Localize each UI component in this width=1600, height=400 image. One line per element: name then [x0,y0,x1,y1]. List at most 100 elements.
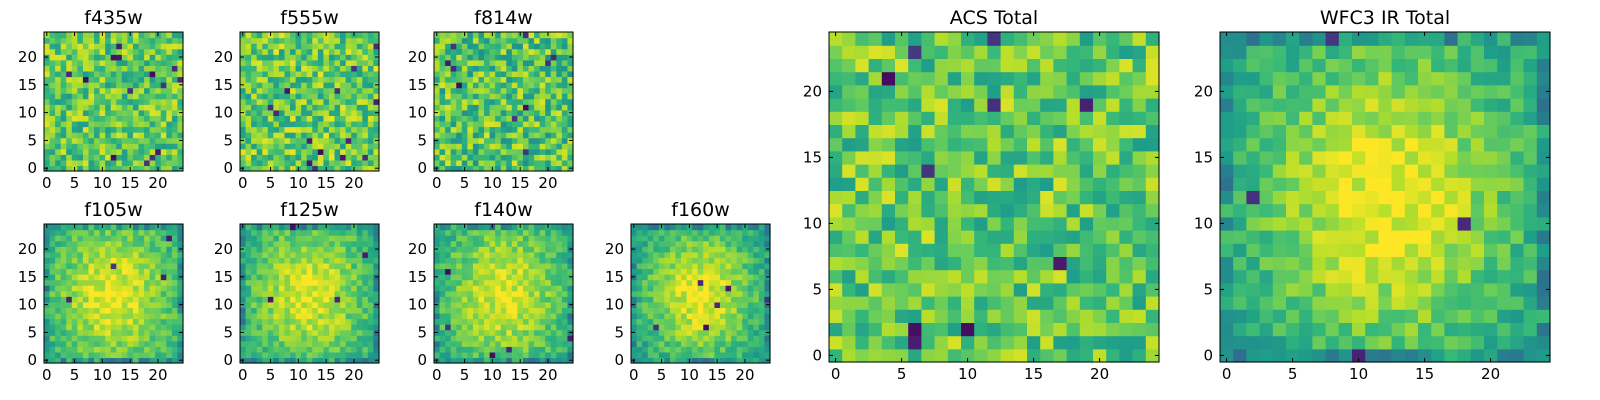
heatmap-cell [99,274,106,281]
heatmap-cell [251,126,258,133]
y-tick-label: 15 [214,76,233,94]
heatmap-cell [351,312,358,320]
heatmap-cell [764,307,771,314]
heatmap-cell [489,340,496,347]
heatmap-cell [506,82,513,89]
heatmap-cell [166,224,173,231]
heatmap-cell [561,76,569,83]
heatmap-cell [561,229,569,236]
heatmap-cell [517,318,524,325]
heatmap-cell [245,87,252,94]
heatmap-cell [714,301,721,308]
heatmap-cell [556,357,563,364]
heatmap-cell [974,190,988,205]
heatmap-cell [334,285,341,292]
heatmap-cell [664,318,671,325]
heatmap-cell [842,243,856,257]
heatmap-cell [642,351,649,359]
heatmap-cell [290,301,297,308]
heatmap-cell [82,262,90,270]
heatmap-cell [1066,335,1081,350]
heatmap-cell [177,279,184,286]
heatmap-cell [132,104,140,111]
heatmap-cell [49,109,56,116]
heatmap-cell [171,70,179,78]
heatmap-cell [731,224,738,231]
heatmap-cell [312,240,319,247]
heatmap-cell [528,224,535,231]
heatmap-cell [1000,164,1015,178]
heatmap-cell [110,224,117,231]
heatmap-cell [116,351,123,359]
heatmap-cell [456,335,463,342]
heatmap-cell [177,76,184,83]
heatmap-cell [461,120,468,128]
heatmap-cell [362,43,369,50]
heatmap-cell [642,268,649,275]
heatmap-cell [675,285,682,292]
heatmap-cell [273,290,280,297]
heatmap-cell [545,335,552,342]
heatmap-cell [550,70,557,78]
heatmap-cell [1053,269,1068,284]
heatmap-cell [66,357,73,364]
heatmap-cell [345,324,352,331]
heatmap-cell [138,257,145,264]
heatmap-cell [71,87,78,94]
heatmap-cell [284,120,291,128]
y-tick-label: 15 [408,76,427,94]
heatmap-cell [522,32,530,39]
heatmap-cell [55,76,62,83]
heatmap-cell [456,246,463,253]
heatmap-cell [1132,256,1147,271]
heatmap-cell [345,37,352,44]
heatmap-cell [367,148,375,155]
heatmap-cell [138,59,145,66]
heatmap-cell [1106,216,1120,231]
heatmap-cell [881,164,896,178]
heatmap-cell [362,37,369,44]
heatmap-cell [373,312,380,320]
heatmap-cell [686,307,693,314]
heatmap-cell [71,235,78,242]
heatmap-cell [467,154,474,161]
heatmap-cell [947,335,962,350]
heatmap-cell [362,357,369,364]
heatmap-cell [77,98,84,105]
heatmap-cell [99,268,106,275]
heatmap-cell [367,76,375,83]
heatmap-cell [121,329,128,336]
heatmap-cell [44,65,51,72]
heatmap-cell [44,48,51,55]
heatmap-cell [506,307,513,314]
heatmap-cell [71,346,78,353]
heatmap-cell [262,346,269,353]
heatmap-cell [171,104,179,111]
heatmap-cell [144,132,151,139]
heatmap-cell [764,335,771,342]
heatmap-cell [478,357,485,364]
heatmap-cell [345,120,352,128]
heatmap-cell [132,93,140,100]
heatmap-cell [373,240,380,247]
heatmap-cell [489,268,496,275]
heatmap-cell [472,154,480,161]
heatmap-cell [94,137,101,144]
heatmap-cell [284,301,291,308]
heatmap-cell [345,274,352,281]
heatmap-cell [467,346,474,353]
heatmap-cell [278,70,286,78]
heatmap-cell [351,351,358,359]
heatmap-cell [44,143,51,150]
heatmap-cell [561,246,569,253]
heatmap-cell [256,246,263,253]
heatmap-cell [334,346,341,353]
heatmap-cell [273,357,280,364]
heatmap-cell [171,120,179,128]
heatmap-cell [467,148,474,155]
heatmap-cell [534,137,541,144]
heatmap-cell [567,48,574,55]
heatmap-cell [506,87,513,94]
heatmap-cell [267,274,274,281]
heatmap-cell [434,120,441,128]
